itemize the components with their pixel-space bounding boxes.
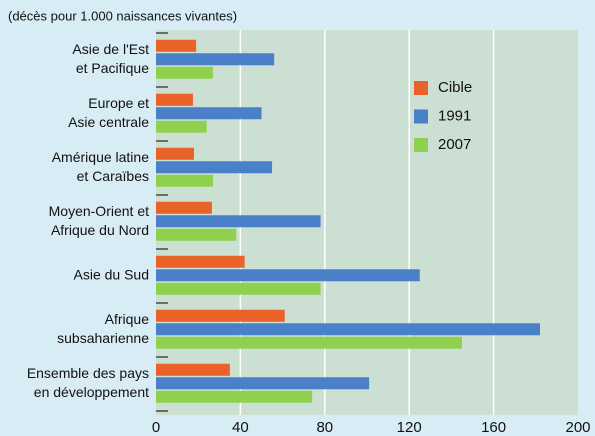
bar	[156, 309, 285, 322]
y-tick-label: Europe et	[88, 95, 149, 111]
bar	[156, 93, 193, 106]
x-tick-label: 160	[481, 419, 506, 436]
bar	[156, 336, 462, 349]
bar	[156, 201, 212, 214]
y-tick-label: Afrique	[105, 311, 150, 327]
y-tick-label: Moyen-Orient et	[49, 203, 149, 219]
y-tick-label: Ensemble des pays	[27, 365, 149, 381]
bar	[156, 107, 262, 120]
y-tick-label: Asie du Sud	[74, 267, 150, 283]
bar	[156, 66, 213, 79]
bar	[156, 363, 230, 376]
y-tick-label: subsaharienne	[57, 330, 149, 346]
legend-swatch	[414, 81, 428, 95]
bar	[156, 53, 275, 66]
bar	[156, 377, 370, 390]
y-tick-label: Asie centrale	[68, 114, 149, 130]
bar	[156, 39, 197, 52]
y-tick-label: Afrique du Nord	[51, 222, 149, 238]
legend-swatch	[414, 109, 428, 124]
bar	[156, 174, 213, 187]
bar	[156, 228, 237, 241]
legend-swatch	[414, 138, 428, 152]
chart-subtitle: (décès pour 1.000 naissances vivantes)	[8, 8, 237, 23]
y-tick-label: et Pacifique	[76, 60, 149, 76]
bar	[156, 282, 321, 295]
x-tick-label: 40	[232, 419, 249, 436]
bar	[156, 390, 313, 403]
bar	[156, 161, 273, 174]
bar	[156, 255, 245, 268]
y-tick-label: Amérique latine	[52, 149, 149, 165]
x-tick-label: 120	[397, 419, 422, 436]
bar	[156, 269, 420, 282]
legend-label: Cible	[438, 79, 472, 96]
legend-label: 2007	[438, 136, 471, 153]
bar	[156, 147, 194, 160]
x-tick-label: 200	[565, 419, 590, 436]
legend-label: 1991	[438, 107, 471, 124]
y-tick-label: en développement	[34, 384, 149, 400]
bar	[156, 215, 321, 228]
x-tick-label: 0	[152, 419, 160, 436]
y-tick-label: Asie de l'Est	[72, 41, 149, 57]
y-tick-label: et Caraïbes	[77, 168, 149, 184]
bar	[156, 323, 541, 336]
bar	[156, 120, 207, 133]
x-tick-label: 80	[316, 419, 333, 436]
